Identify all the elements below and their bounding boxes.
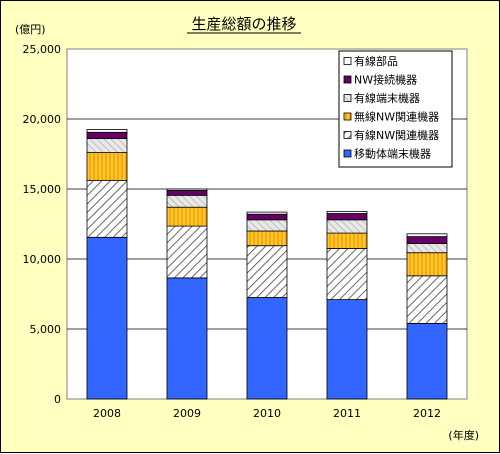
legend-swatch: [343, 112, 352, 121]
bar-segment: [326, 219, 368, 234]
bar-segment: [246, 219, 288, 232]
legend-swatch: [343, 57, 352, 65]
x-tick-label: 2011: [333, 407, 361, 420]
bar-segment: [326, 213, 368, 221]
legend-label: 有線端末機器: [354, 91, 420, 105]
x-tick-label: 2012: [413, 407, 441, 420]
bar-segment: [166, 194, 208, 208]
bar-segment: [406, 275, 448, 324]
legend-label: 有線NW関連機器: [354, 128, 439, 142]
bar-segment: [86, 129, 128, 133]
legend-swatch: [343, 94, 352, 102]
bar-segment: [86, 236, 128, 400]
y-tick-labels: 0 5,000 10,000 15,000 20,000 25,000: [23, 43, 62, 406]
bar-segment: [246, 213, 288, 221]
bar-segment: [166, 277, 208, 400]
legend-swatch: [343, 131, 352, 139]
chart-title: 生産総額の推移: [191, 15, 296, 33]
x-tick-labels: 2008 2009 2010 2011 2012: [93, 407, 441, 420]
bar-segment: [166, 188, 208, 191]
bar-segment: [406, 322, 448, 400]
bar-segment: [166, 189, 208, 196]
legend-swatch: [343, 75, 352, 84]
bar-segment: [86, 138, 128, 154]
bar-segment: [246, 297, 288, 400]
bar-segment: [246, 211, 288, 215]
y-axis-title: (億円): [15, 23, 46, 36]
bar-segment: [86, 152, 128, 182]
legend-label: 有線部品: [354, 54, 398, 68]
bar-segment: [326, 210, 368, 214]
y-tick-label: 5,000: [30, 323, 62, 336]
bar-segment: [166, 206, 208, 227]
legend-label: 無線NW関連機器: [354, 110, 439, 124]
bar-segment: [246, 245, 288, 298]
bar-segment: [406, 233, 448, 238]
x-tick-label: 2010: [253, 407, 281, 420]
x-tick-label: 2008: [93, 407, 121, 420]
bar-stacks: [86, 129, 448, 400]
bar-segment: [326, 232, 368, 249]
legend-label: NW接続機器: [354, 73, 417, 87]
bar-segment: [326, 248, 368, 300]
y-tick-label: 15,000: [23, 183, 62, 196]
legend-swatch: [343, 149, 352, 158]
bar-segment: [406, 252, 448, 277]
bar-segment: [86, 180, 128, 238]
legend-label: 移動体端末機器: [354, 147, 431, 161]
y-tick-label: 20,000: [23, 113, 62, 126]
bar-segment: [86, 131, 128, 140]
x-tick-label: 2009: [173, 407, 201, 420]
y-tick-label: 10,000: [23, 253, 62, 266]
bar-segment: [406, 243, 448, 254]
y-tick-label: 25,000: [23, 43, 62, 56]
x-axis-title: (年度): [448, 428, 479, 442]
legend-box: [338, 50, 453, 168]
bar-segment: [246, 230, 288, 247]
bar-segment: [326, 299, 368, 400]
bar-segment: [166, 225, 208, 279]
y-tick-label: 0: [54, 393, 61, 406]
bar-segment: [406, 236, 448, 245]
